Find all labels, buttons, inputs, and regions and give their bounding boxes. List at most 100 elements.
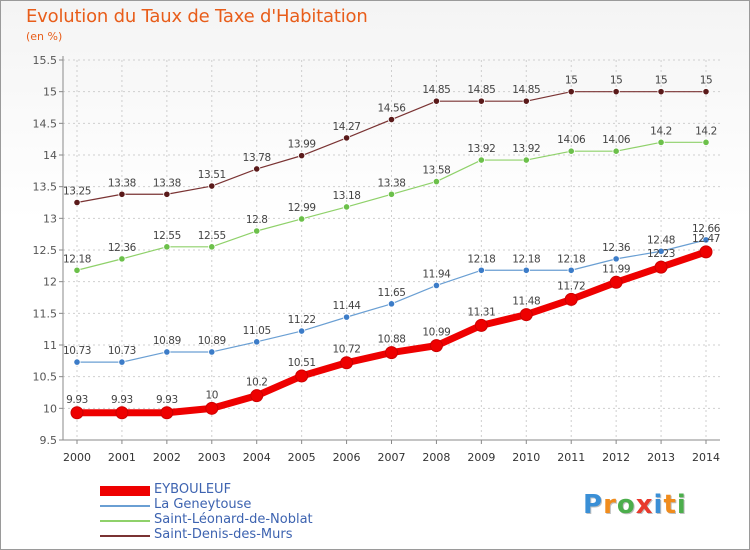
data-label: 11.48 [512,296,540,308]
data-label: 12.55 [153,230,181,242]
data-label: 12.23 [647,248,675,260]
data-point [342,134,351,142]
data-point [522,266,530,274]
y-tick-label: 10.5 [33,371,58,384]
data-label: 10.51 [288,357,316,369]
data-point [118,255,126,263]
data-point [432,97,441,105]
data-point [73,266,81,274]
data-label: 9.93 [156,394,178,406]
data-point [73,198,81,207]
legend-label: Saint-Denis-des-Murs [154,527,293,542]
proxiti-logo: Proxiti [583,490,687,520]
data-point [163,243,171,251]
data-label: 14.85 [467,84,495,96]
data-point [295,369,309,383]
data-label: 10.99 [422,327,450,339]
x-tick-label: 2010 [512,451,540,464]
data-point [477,156,485,164]
x-tick-label: 2002 [153,451,181,464]
data-label: 10.89 [198,335,226,347]
data-label: 13.78 [243,152,271,164]
data-point [474,318,488,332]
x-tick-label: 2003 [198,451,226,464]
data-label: 13.99 [288,139,316,151]
data-point [702,236,710,244]
x-tick-label: 2012 [602,451,630,464]
data-label: 12.55 [198,230,226,242]
data-point [657,247,665,255]
data-point [115,406,129,420]
data-point [567,266,575,274]
x-tick-label: 2001 [108,451,136,464]
data-label: 13.38 [108,177,136,189]
data-label: 12.48 [647,234,675,246]
data-point [477,266,485,274]
y-tick-label: 14 [43,149,57,162]
legend-swatch [100,535,150,537]
x-tick-label: 2013 [647,451,675,464]
y-tick-label: 12 [43,276,57,289]
y-tick-label: 14.5 [33,117,58,130]
data-point [567,147,575,155]
data-point [342,313,351,321]
data-label: 15 [700,75,713,87]
data-label: 11.44 [333,300,362,312]
x-tick-label: 2011 [557,451,585,464]
data-label: 14.27 [333,121,361,133]
y-tick-label: 9.5 [40,434,58,447]
data-point [73,358,81,366]
data-label: 15 [565,75,578,87]
logo-letter: r [603,490,617,520]
data-point [702,88,710,96]
data-point [160,406,174,420]
data-label: 12.66 [692,223,721,235]
data-label: 13.51 [198,169,226,181]
data-point [342,203,351,211]
data-point [522,97,530,105]
data-point [519,308,533,322]
data-label: 10.73 [63,345,91,357]
data-label: 11.72 [557,280,585,292]
data-point [387,115,396,124]
data-point [657,138,665,146]
data-label: 12.47 [692,233,720,245]
data-point [564,292,578,306]
data-label: 12.36 [108,242,137,254]
data-point [477,97,485,105]
data-label: 11.65 [377,287,405,299]
data-point [612,88,620,96]
legend-item: Saint-Denis-des-Murs [100,527,400,543]
data-point [387,300,396,308]
y-tick-label: 11.5 [33,307,58,320]
data-label: 13.58 [422,165,450,177]
legend-item: EYBOULEUF [100,482,400,498]
data-point [432,178,441,186]
logo-letter: o [616,490,636,520]
y-tick-label: 15.5 [33,54,58,67]
data-point [70,406,84,420]
data-label: 12.18 [557,253,585,265]
data-label: 14.06 [557,134,586,146]
data-label: 12.18 [63,253,91,265]
data-label: 12.36 [602,242,631,254]
data-point [385,346,398,360]
data-point [298,215,306,223]
data-label: 14.85 [422,84,450,96]
data-point [699,245,713,259]
logo-letter: t [663,490,677,520]
data-label: 12.18 [467,253,495,265]
data-label: 13.92 [512,143,540,155]
data-point [654,260,668,274]
x-tick-label: 2007 [378,451,406,464]
data-point [612,147,620,155]
data-point [657,88,665,96]
data-label: 11.99 [602,263,630,275]
y-tick-label: 10 [43,402,57,415]
data-label: 15 [655,75,668,87]
data-point [253,227,261,235]
x-tick-label: 2000 [63,451,91,464]
data-label: 15 [610,75,623,87]
data-point [387,190,396,198]
